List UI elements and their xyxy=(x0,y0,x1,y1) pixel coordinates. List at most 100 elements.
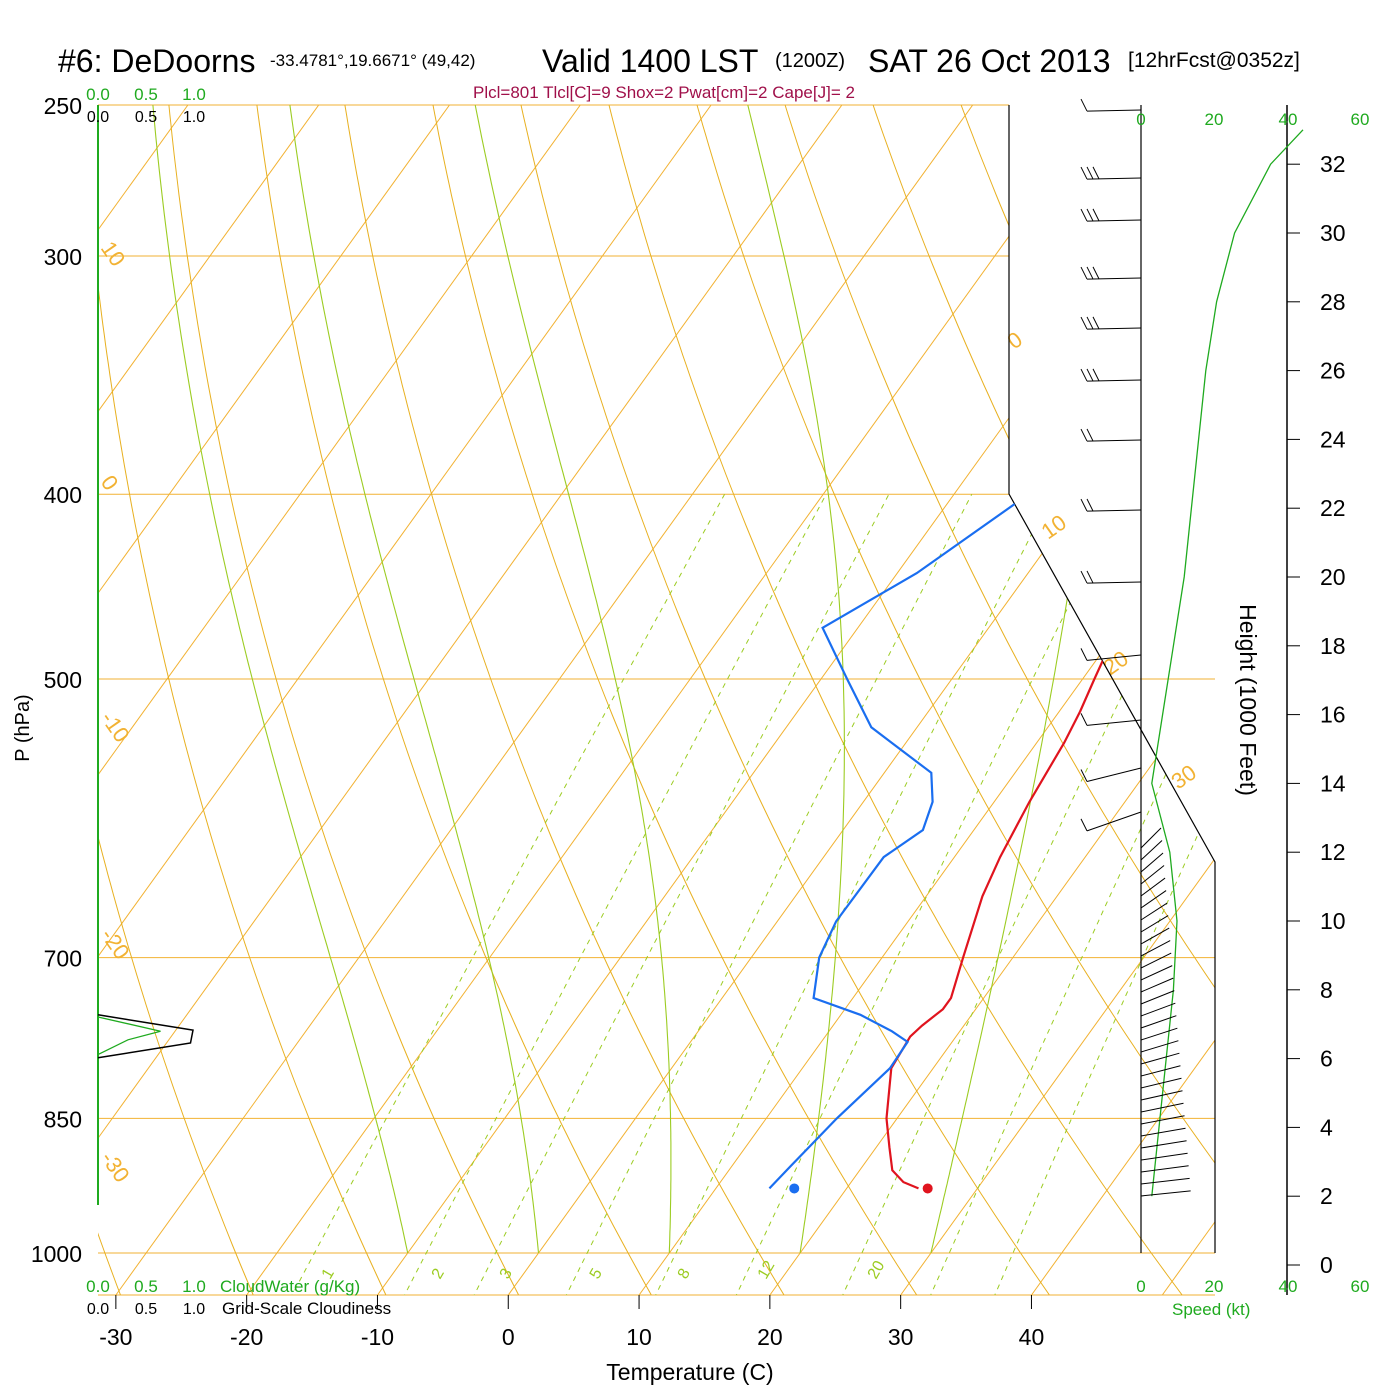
temperature-tick-label: 30 xyxy=(888,1324,914,1350)
wind-barb-staff xyxy=(1140,1115,1185,1125)
wind-barb-staff xyxy=(1140,1165,1189,1173)
wind-barb-staff xyxy=(1086,581,1142,584)
dry-adiabat-line xyxy=(256,105,652,1295)
wind-barb-flag xyxy=(1080,98,1088,112)
wind-barb-flag xyxy=(1080,570,1088,584)
isotherm-line xyxy=(98,105,712,1295)
wind-barb-flag xyxy=(1092,208,1100,222)
isotherm-label: 30 xyxy=(1167,760,1201,795)
mixing-ratio-line xyxy=(644,493,1053,1295)
wind-barb-staff xyxy=(1140,1077,1182,1089)
wind-barb-staff xyxy=(1086,327,1142,330)
height-tick-label: 20 xyxy=(1320,564,1346,590)
height-tick-label: 8 xyxy=(1320,977,1333,1003)
wind-barb-staff xyxy=(1140,1090,1183,1101)
wind-barb-staff xyxy=(1140,890,1167,909)
wind-barb-staff xyxy=(1086,767,1142,782)
height-tick-label: 4 xyxy=(1320,1114,1333,1140)
cloudwater-tick-top: 1.0 xyxy=(182,85,206,104)
dry-adiabat-line xyxy=(696,105,1215,1295)
forecast-label: [12hrFcst@0352z] xyxy=(1128,49,1300,72)
wind-barb-staff xyxy=(1140,827,1162,849)
pressure-tick-label: 850 xyxy=(44,1106,82,1132)
wind-barb-flag xyxy=(1080,818,1088,832)
wind-barb-staff xyxy=(1086,654,1142,661)
mixing-ratio-line xyxy=(725,493,1125,1295)
pressure-tick-label: 250 xyxy=(44,93,82,119)
isobar-lines xyxy=(98,104,1215,1296)
isotherm-line xyxy=(98,105,843,1295)
wind-barb-staff xyxy=(1086,219,1142,222)
dry-adiabat-line xyxy=(520,105,1050,1295)
height-tick-label: 30 xyxy=(1320,220,1346,246)
dry-adiabat-line xyxy=(608,105,1183,1295)
mixing-ratio-label: 5 xyxy=(587,1266,606,1282)
wind-barb-staff xyxy=(1140,977,1174,993)
mixing-ratio-line xyxy=(392,493,827,1295)
x-axis-title: Temperature (C) xyxy=(606,1359,773,1385)
y-axis-title: P (hPa) xyxy=(12,694,34,761)
wind-barb-staff xyxy=(1140,865,1165,885)
station-title: #6: DeDoorns xyxy=(58,43,255,79)
height-tick-label: 14 xyxy=(1320,770,1346,796)
isotherm-label: 10 xyxy=(96,237,131,271)
wind-barb-staff xyxy=(1140,940,1171,957)
pressure-tick-label: 700 xyxy=(44,946,82,972)
mixing-ratio-line xyxy=(832,493,1215,1295)
isotherm-line xyxy=(507,105,1215,1295)
wind-barb-staff xyxy=(1140,1027,1178,1041)
wind-barb-staff xyxy=(1086,177,1142,180)
isotherm-label: 0 xyxy=(96,471,124,495)
valid-time: Valid 1400 LST xyxy=(542,43,758,79)
isotherm-label: 0 xyxy=(1003,327,1027,355)
temperature-tick-label: 40 xyxy=(1019,1324,1045,1350)
mixing-ratio-line xyxy=(555,493,973,1295)
wind-barb-flag xyxy=(1080,769,1088,782)
wind-barb-flag xyxy=(1092,266,1100,280)
wind-barb-staff xyxy=(1140,1177,1190,1185)
height-tick-label: 28 xyxy=(1320,289,1346,315)
wind-barb-staff xyxy=(1086,439,1142,442)
wind-barb-flag xyxy=(1080,208,1088,222)
plot-frame xyxy=(1008,105,1216,1253)
temperature-tick-labels: -30 -20 -10 0 10 20 30 40 xyxy=(99,1295,1044,1350)
wind-barb-staff xyxy=(1140,1002,1176,1017)
moist-adiabat-line xyxy=(474,105,672,1254)
surface-dewpoint-point xyxy=(789,1183,800,1194)
height-tick-label: 22 xyxy=(1320,495,1346,521)
wind-barb-staff xyxy=(1140,1015,1177,1029)
temperature-tick-label: 10 xyxy=(626,1324,652,1350)
wind-barb-staff xyxy=(1140,1190,1191,1197)
cloudiness-label: Grid-Scale Cloudiness xyxy=(222,1299,391,1318)
cloud-tick-labels: 0.0 0.0 0.0 0.0 0.5 0.5 0.5 0.5 1.0 1.0 1.0 1.0 xyxy=(86,85,206,1318)
wind-barb-staff xyxy=(1140,927,1170,945)
pressure-tick-labels: 250 300 400 500 700 850 1000 xyxy=(31,93,82,1267)
pressure-tick-label: 1000 xyxy=(31,1241,82,1267)
temperature-tick-label: -20 xyxy=(230,1324,263,1350)
dry-adiabat-line xyxy=(784,105,1215,1295)
dry-adiabat-lines xyxy=(98,105,1215,1295)
wind-barb-flag xyxy=(1086,166,1094,180)
speed-tick-label-top: 0 xyxy=(1136,110,1145,129)
wind-barb-flag xyxy=(1086,498,1094,512)
dry-adiabat-line xyxy=(168,105,520,1295)
wind-barb-staff xyxy=(1086,109,1142,112)
cloudiness-tick-bottom: 0.5 xyxy=(135,1301,157,1318)
wind-barb-flag xyxy=(1080,316,1088,330)
wind-barb-flag xyxy=(1086,208,1094,222)
temperature-line xyxy=(885,105,1215,1190)
isotherm-label: 10 xyxy=(1037,510,1071,545)
wind-barb-staff xyxy=(1140,877,1166,897)
dry-adiabat-line xyxy=(344,105,785,1295)
cloudiness-line xyxy=(97,1014,194,1059)
moist-adiabat-line xyxy=(152,105,409,1254)
speed-tick-label-bottom: 40 xyxy=(1279,1277,1298,1296)
wind-barb-staff xyxy=(1140,1102,1184,1113)
isotherm-lines xyxy=(98,105,1215,1295)
height-tick-label: 26 xyxy=(1320,358,1346,384)
wind-barb-staff xyxy=(1140,990,1175,1005)
mixing-ratio-label: 3 xyxy=(497,1266,516,1282)
